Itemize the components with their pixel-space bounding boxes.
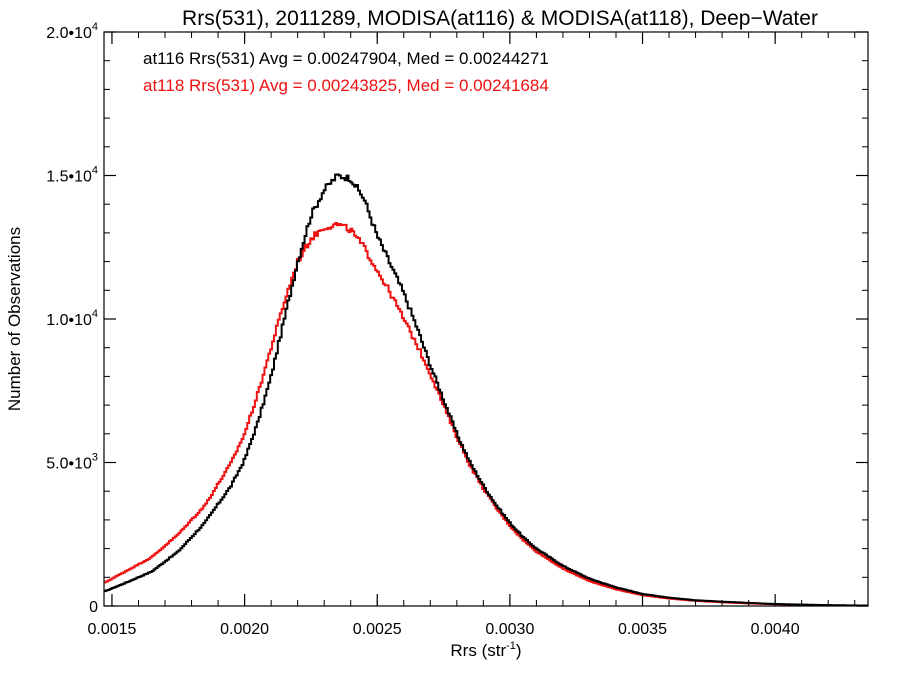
chart-title: Rrs(531), 2011289, MODISA(at116) & MODIS… — [182, 7, 818, 30]
x-tick-label: 0.0025 — [353, 621, 402, 638]
y-tick-label: 0 — [89, 599, 98, 616]
series-line-0 — [104, 173, 868, 607]
stats-annotation: at116 Rrs(531) Avg = 0.00247904, Med = 0… — [143, 49, 549, 68]
y-axis-label: Number of Observations — [5, 227, 24, 411]
y-axis: 0 5.0•103 1.0•104 1.5•104 2.0•104 — [46, 21, 868, 616]
series-line-1 — [104, 222, 868, 607]
plot-frame — [103, 31, 869, 607]
x-tick-label: 0.0035 — [618, 621, 667, 638]
legend-annotations: at116 Rrs(531) Avg = 0.00247904, Med = 0… — [143, 49, 549, 95]
x-tick-label: 0.0030 — [485, 621, 534, 638]
x-tick-label: 0.0040 — [751, 621, 800, 638]
series-layer — [104, 173, 868, 607]
y-tick-label: 2.0•104 — [46, 21, 98, 42]
y-tick-label: 1.0•104 — [46, 308, 98, 329]
x-axis: 0.0015 0.0020 0.0025 0.0030 0.0035 0.0040 — [87, 32, 856, 638]
y-tick-label: 1.5•104 — [46, 165, 98, 186]
x-tick-label: 0.0020 — [220, 621, 269, 638]
y-tick-label: 5.0•103 — [46, 452, 98, 473]
stats-annotation: at118 Rrs(531) Avg = 0.00243825, Med = 0… — [143, 76, 549, 95]
x-axis-label: Rrs (str-1) — [450, 640, 521, 660]
x-tick-label: 0.0015 — [87, 621, 136, 638]
